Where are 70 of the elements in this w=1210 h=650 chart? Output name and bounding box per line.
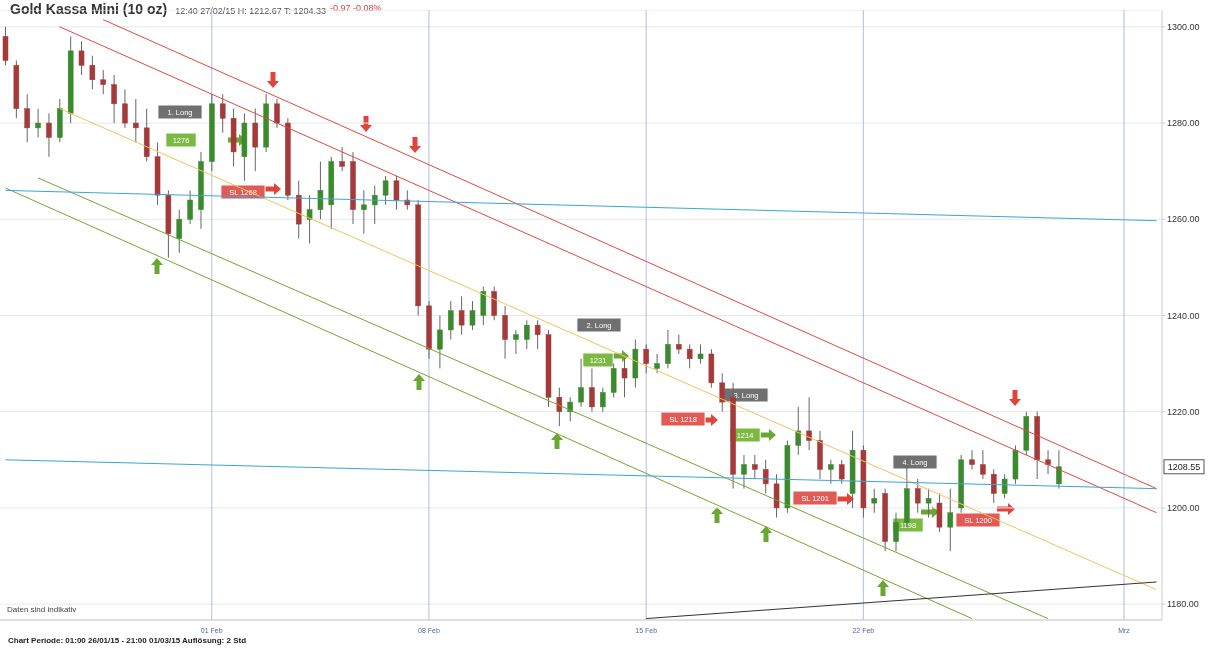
y-tick-label: 1240.00	[1167, 310, 1200, 321]
candlestick	[1045, 449, 1051, 475]
candlestick	[1001, 473, 1008, 499]
y-tick-label: 1260.00	[1167, 214, 1200, 225]
candlestick	[578, 358, 584, 408]
candlestick	[871, 488, 878, 514]
candlestick	[448, 300, 454, 341]
candlestick	[1056, 449, 1062, 490]
candlestick	[752, 454, 758, 480]
candlestick	[665, 329, 671, 369]
candlestick	[176, 209, 183, 254]
annotation: -0.97 -0.08%	[330, 3, 382, 13]
candlestick	[361, 189, 367, 235]
candlestick	[676, 334, 682, 355]
candlestick	[697, 343, 704, 365]
candlestick	[556, 387, 563, 427]
candlestick	[100, 69, 106, 95]
candlestick	[382, 175, 389, 206]
candlestick	[980, 449, 986, 480]
candlestick	[828, 459, 834, 485]
y-tick-label: 1200.00	[1167, 503, 1200, 514]
candlestick	[914, 478, 921, 514]
candlestick	[371, 185, 378, 225]
candlestick	[969, 449, 975, 470]
chart-title: Gold Kassa Mini (10 oz)	[10, 1, 168, 17]
candlestick	[317, 161, 324, 220]
candlestick	[600, 387, 606, 413]
candlestick	[762, 459, 769, 494]
candlestick	[893, 512, 899, 552]
candlestick	[24, 93, 30, 143]
candlestick	[567, 396, 573, 422]
candlestick	[947, 488, 954, 552]
candlestick	[78, 40, 85, 76]
candlestick	[513, 329, 519, 355]
candlestick	[534, 319, 541, 350]
candlestick	[122, 88, 128, 129]
annotation: 1208.55	[1167, 461, 1201, 472]
candlestick	[741, 454, 747, 490]
candlestick	[643, 343, 649, 374]
text: Chart Periode: 01:00 26/01/15 - 21:00 01/03/15 Auflösung: 2 Std	[8, 636, 247, 645]
y-tick-label: 1220.00	[1167, 406, 1200, 417]
candlestick	[437, 314, 443, 369]
candlestick	[458, 295, 465, 336]
candlestick	[89, 55, 96, 90]
candlestick	[219, 93, 226, 134]
y-tick-label: 1180.00	[1167, 599, 1199, 610]
candlestick	[274, 98, 280, 129]
candlestick	[621, 358, 628, 398]
candlestick	[990, 468, 997, 504]
candlestick	[306, 194, 313, 244]
chart-subtitle: 12:40 27/02/15 H: 1212.67 T: 1204.33	[175, 6, 327, 16]
y-tick-label: 1300.00	[1167, 22, 1200, 33]
candlestick	[686, 343, 693, 369]
candlestick	[187, 189, 193, 225]
y-tick-label: 1280.00	[1167, 118, 1200, 129]
candlestick	[524, 319, 530, 350]
candlestick	[393, 175, 400, 211]
candlestick	[35, 108, 41, 138]
candlestick	[46, 112, 52, 158]
annotation: Daten sind indikativ	[7, 605, 77, 614]
candlestick	[589, 367, 595, 413]
candlestick	[339, 146, 345, 172]
candlestick	[925, 488, 932, 519]
candlestick	[795, 406, 802, 456]
candlestick	[806, 396, 812, 451]
candlestick	[133, 98, 139, 143]
candlestick	[654, 353, 660, 374]
candlestick	[838, 459, 845, 485]
candlestick	[111, 74, 117, 124]
candlestick	[469, 300, 476, 331]
